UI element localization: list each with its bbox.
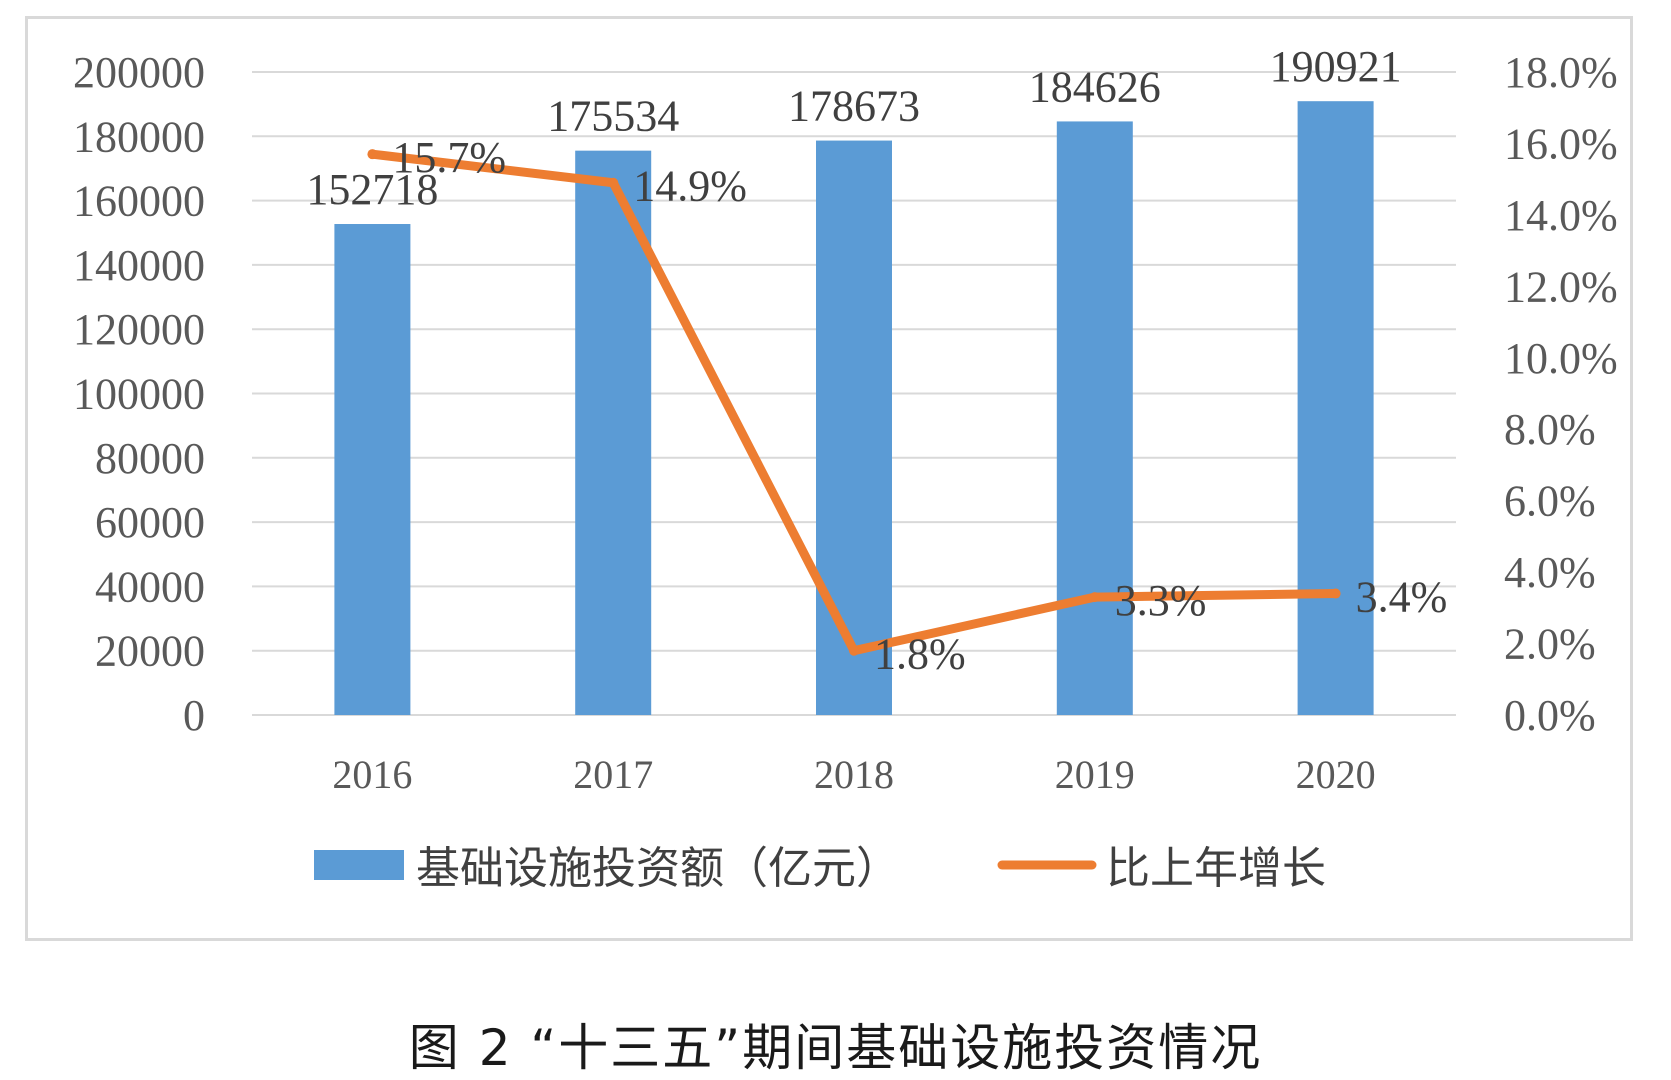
right-axis-tick-label: 12.0% <box>1504 262 1618 311</box>
left-axis-tick-label: 40000 <box>95 562 205 611</box>
line-data-label: 3.4% <box>1356 573 1448 622</box>
legend-swatch-bar <box>314 850 404 880</box>
data-labels: 152718 175534 178673 184626 190921 15.7% 14.9%… <box>306 42 1447 679</box>
line-point <box>1089 592 1100 603</box>
line-point <box>849 645 859 656</box>
bar <box>334 224 411 715</box>
bar <box>575 150 652 715</box>
right-axis-tick-label: 14.0% <box>1504 191 1618 240</box>
legend-label-bar: 基础设施投资额（亿元） <box>416 843 900 894</box>
left-axis-tick-label: 100000 <box>73 370 205 419</box>
right-axis-tick-label: 18.0% <box>1504 48 1618 97</box>
chart: 0 20000 40000 60000 80000 100000 120000 140000 1… <box>73 42 1618 894</box>
right-axis-tick-label: 6.0% <box>1504 477 1596 526</box>
bar <box>1056 121 1133 715</box>
left-axis-tick-label: 60000 <box>95 498 205 547</box>
left-axis: 0 20000 40000 60000 80000 100000 120000 140000 1… <box>73 48 205 740</box>
x-axis: 2016 2017 2018 2019 2020 <box>332 752 1375 797</box>
line-series <box>367 149 1341 656</box>
line-point <box>367 149 378 160</box>
x-axis-tick-label: 2018 <box>814 752 894 797</box>
line-data-label: 3.3% <box>1115 576 1207 625</box>
line-point <box>1330 588 1341 599</box>
left-axis-tick-label: 120000 <box>73 305 205 354</box>
x-axis-tick-label: 2017 <box>573 752 653 797</box>
left-axis-tick-label: 140000 <box>73 241 205 290</box>
bar <box>1297 101 1374 716</box>
left-axis-tick-label: 200000 <box>73 48 205 97</box>
right-axis-tick-label: 0.0% <box>1504 691 1596 740</box>
bar-data-label: 175534 <box>547 92 679 141</box>
legend: 基础设施投资额（亿元） 比上年增长 <box>314 843 1326 894</box>
right-axis-tick-label: 10.0% <box>1504 334 1618 383</box>
right-axis-tick-label: 4.0% <box>1504 548 1596 597</box>
left-axis-tick-label: 180000 <box>73 112 205 161</box>
right-axis-tick-label: 2.0% <box>1504 620 1596 669</box>
left-axis-tick-label: 80000 <box>95 434 205 483</box>
left-axis-tick-label: 160000 <box>73 177 205 226</box>
right-axis: 0.0% 2.0% 4.0% 6.0% 8.0% 10.0% 12.0% 14.0% 16.0%… <box>1504 48 1618 740</box>
bar-data-label: 178673 <box>788 82 920 131</box>
bar <box>816 140 892 716</box>
x-axis-tick-label: 2016 <box>332 752 412 797</box>
bar-data-label: 184626 <box>1029 62 1161 111</box>
left-axis-tick-label: 20000 <box>95 627 205 676</box>
bar-series <box>334 101 1374 716</box>
right-axis-tick-label: 8.0% <box>1504 405 1596 454</box>
line-data-label: 14.9% <box>633 162 747 211</box>
left-axis-tick-label: 0 <box>183 691 205 740</box>
figure-caption: 图 2 “十三五”期间基础设施投资情况 <box>408 1019 1263 1077</box>
bar-data-label: 190921 <box>1270 42 1402 91</box>
line-data-label: 15.7% <box>392 133 506 182</box>
legend-label-line: 比上年增长 <box>1106 843 1326 894</box>
x-axis-tick-label: 2019 <box>1055 752 1135 797</box>
line-point <box>608 177 619 188</box>
line-data-label: 1.8% <box>874 630 966 679</box>
bar-data-label: 152718 <box>306 165 438 214</box>
x-axis-tick-label: 2020 <box>1296 752 1376 797</box>
right-axis-tick-label: 16.0% <box>1504 119 1618 168</box>
